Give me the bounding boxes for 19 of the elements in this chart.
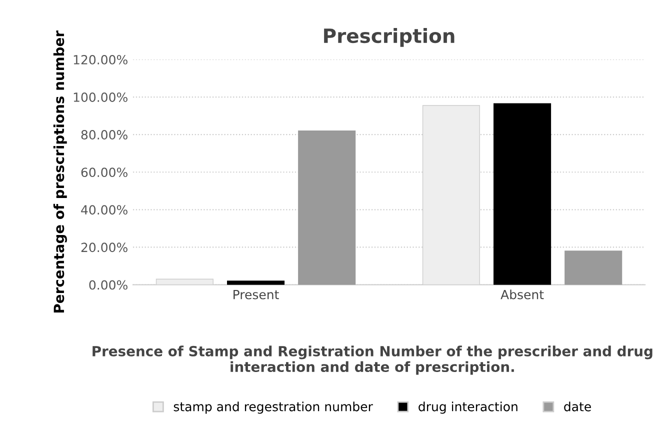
- y-tick-label: 40.00%: [81, 205, 128, 215]
- y-tick-label: 60.00%: [81, 168, 128, 178]
- x-tick-label: Present: [234, 290, 279, 300]
- y-axis-title: Percentage of prescriptions number: [53, 30, 67, 312]
- legend-label: stamp and regestration number: [174, 402, 373, 414]
- x-tick-label: Absent: [500, 290, 544, 300]
- bar: [226, 280, 285, 285]
- legend-label: drug interaction: [418, 402, 518, 414]
- x-axis-title: Presence of Stamp and Registration Number of the prescriber and drug interaction and date of prescription.: [92, 346, 652, 375]
- bar: [298, 130, 356, 285]
- bar: [494, 103, 552, 285]
- legend-label: date: [564, 402, 591, 412]
- y-tick-label: 20.00%: [81, 242, 128, 252]
- chart-title: Prescription: [324, 28, 454, 47]
- y-tick-label: 80.00%: [81, 130, 128, 140]
- y-tick-label: 0.00%: [89, 280, 128, 290]
- y-tick-label: 100.00%: [74, 92, 128, 102]
- bar: [564, 250, 622, 285]
- y-tick-label: 120.00%: [74, 54, 128, 64]
